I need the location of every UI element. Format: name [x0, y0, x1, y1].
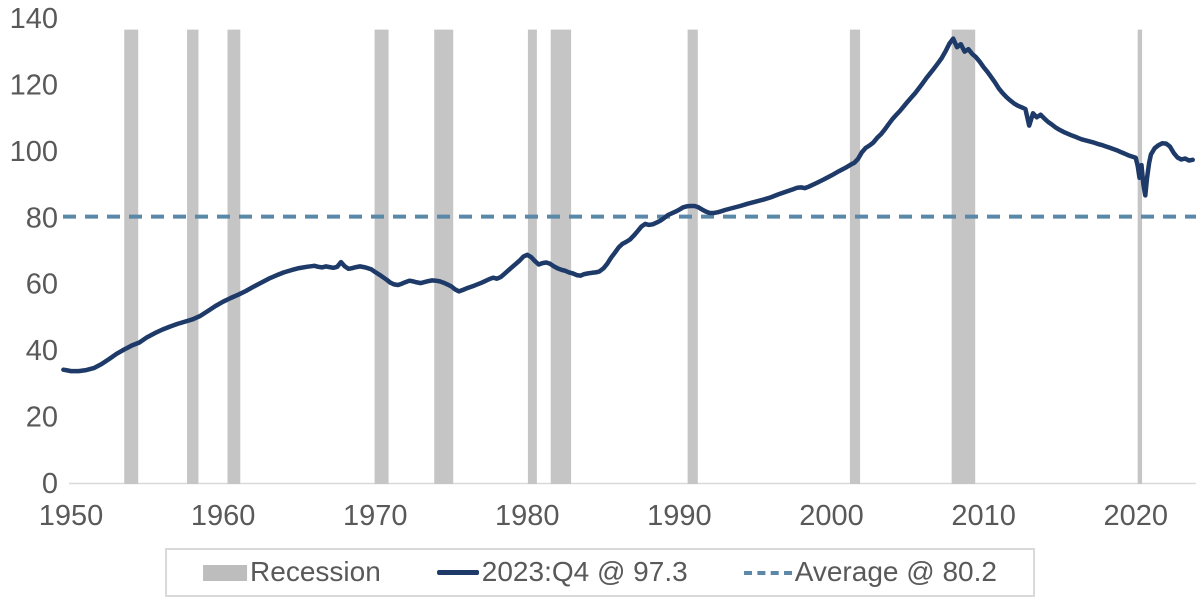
y-tick-label: 60 — [26, 269, 58, 301]
recession-band — [434, 29, 454, 484]
x-tick-label: 1970 — [343, 500, 408, 532]
x-tick-label: 1960 — [191, 500, 256, 532]
y-axis-labels: 0 20 40 60 80 100 120 140 — [10, 3, 58, 500]
recession-band — [124, 29, 139, 484]
recession-band — [227, 29, 241, 484]
y-tick-label: 100 — [10, 136, 58, 168]
y-tick-label: 120 — [10, 69, 58, 101]
recession-band — [849, 29, 861, 484]
x-axis-labels: 1950 1960 1970 1980 1990 2000 2010 2020 — [39, 500, 1168, 532]
y-tick-label: 0 — [42, 468, 58, 500]
recession-band — [951, 29, 976, 484]
legend-label-recession: Recession — [250, 556, 381, 588]
average-dash-swatch-icon — [743, 570, 792, 575]
chart-legend: Recession 2023:Q4 @ 97.3 Average @ 80.2 — [165, 548, 1035, 597]
legend-label-series: 2023:Q4 @ 97.3 — [481, 556, 688, 588]
x-tick-label: 2010 — [951, 500, 1016, 532]
y-tick-label: 140 — [10, 3, 58, 35]
series-line-swatch-icon — [436, 570, 479, 576]
x-tick-label: 2020 — [1103, 500, 1168, 532]
x-tick-label: 1950 — [39, 500, 104, 532]
y-tick-label: 40 — [26, 335, 58, 367]
recession-band — [374, 29, 389, 484]
x-tick-label: 2000 — [799, 500, 864, 532]
recession-bands — [124, 29, 1143, 484]
y-tick-label: 80 — [26, 202, 58, 234]
recession-band — [687, 29, 698, 484]
recession-band — [1137, 29, 1143, 484]
legend-label-average: Average @ 80.2 — [794, 556, 997, 588]
recession-band — [550, 29, 572, 484]
legend-item-recession: Recession — [203, 556, 381, 588]
x-tick-label: 1990 — [647, 500, 712, 532]
y-tick-label: 20 — [26, 402, 58, 434]
x-tick-label: 1980 — [495, 500, 560, 532]
legend-item-average: Average @ 80.2 — [743, 556, 997, 588]
legend-item-series: 2023:Q4 @ 97.3 — [436, 556, 688, 588]
recession-swatch-icon — [203, 564, 248, 581]
series-line — [61, 36, 1195, 374]
recession-band — [187, 29, 199, 484]
